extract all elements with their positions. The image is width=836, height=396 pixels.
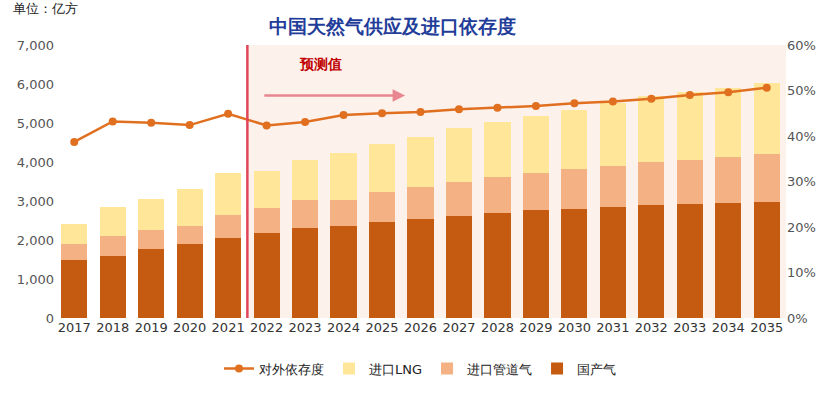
svg-text:1,000: 1,000 xyxy=(17,272,54,287)
svg-text:2022: 2022 xyxy=(250,320,283,335)
svg-text:0%: 0% xyxy=(787,311,808,326)
svg-text:2023: 2023 xyxy=(289,320,322,335)
svg-text:单位：亿方: 单位：亿方 xyxy=(13,1,78,16)
svg-text:60%: 60% xyxy=(787,38,816,53)
svg-text:2018: 2018 xyxy=(96,320,129,335)
svg-text:30%: 30% xyxy=(787,174,816,189)
svg-text:进口管道气: 进口管道气 xyxy=(467,362,532,377)
svg-text:2025: 2025 xyxy=(365,320,398,335)
svg-text:2031: 2031 xyxy=(596,320,629,335)
svg-text:2033: 2033 xyxy=(673,320,706,335)
svg-text:2,000: 2,000 xyxy=(17,233,54,248)
svg-text:7,000: 7,000 xyxy=(17,38,54,53)
svg-text:2032: 2032 xyxy=(635,320,668,335)
svg-text:2021: 2021 xyxy=(212,320,245,335)
svg-text:国产气: 国产气 xyxy=(577,362,616,377)
svg-text:10%: 10% xyxy=(787,265,816,280)
svg-text:2027: 2027 xyxy=(442,320,475,335)
svg-text:50%: 50% xyxy=(787,83,816,98)
svg-text:中国天然气供应及进口依存度: 中国天然气供应及进口依存度 xyxy=(269,15,516,37)
svg-text:2034: 2034 xyxy=(712,320,745,335)
svg-text:2035: 2035 xyxy=(750,320,783,335)
svg-text:6,000: 6,000 xyxy=(17,77,54,92)
svg-text:2029: 2029 xyxy=(519,320,552,335)
svg-text:进口LNG: 进口LNG xyxy=(369,362,422,377)
svg-text:2020: 2020 xyxy=(173,320,206,335)
svg-text:对外依存度: 对外依存度 xyxy=(259,362,324,377)
svg-text:2026: 2026 xyxy=(404,320,437,335)
svg-text:2028: 2028 xyxy=(481,320,514,335)
svg-text:2030: 2030 xyxy=(558,320,591,335)
svg-text:0: 0 xyxy=(46,311,54,326)
svg-text:40%: 40% xyxy=(787,129,816,144)
svg-text:2017: 2017 xyxy=(58,320,91,335)
svg-text:20%: 20% xyxy=(787,220,816,235)
svg-text:5,000: 5,000 xyxy=(17,116,54,131)
svg-text:预测值: 预测值 xyxy=(299,56,342,72)
svg-text:4,000: 4,000 xyxy=(17,155,54,170)
svg-text:2024: 2024 xyxy=(327,320,360,335)
svg-text:3,000: 3,000 xyxy=(17,194,54,209)
svg-text:2019: 2019 xyxy=(135,320,168,335)
